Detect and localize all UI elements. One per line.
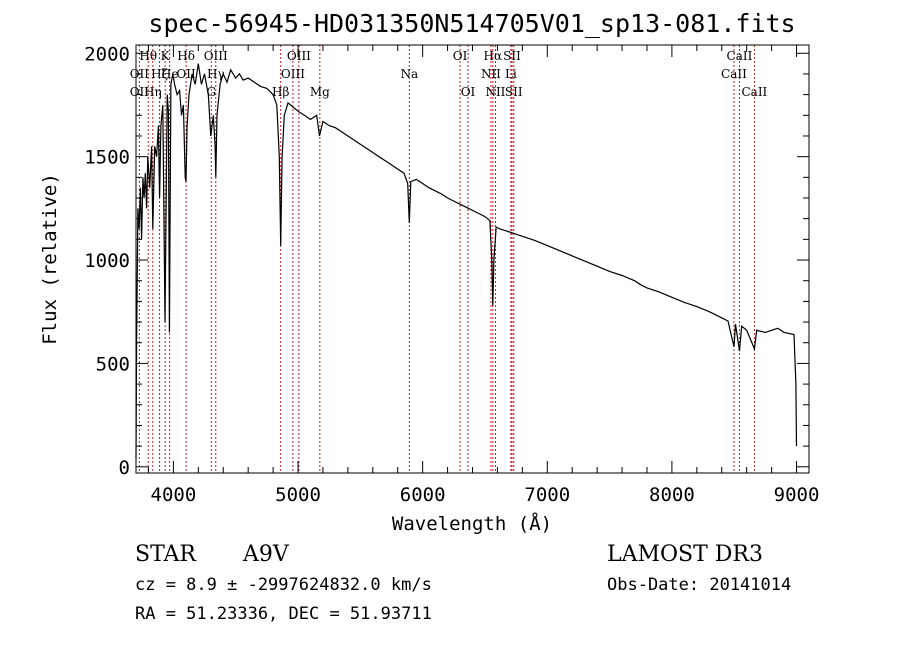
line-label: OII [130, 85, 150, 99]
axis-tick-labels: 4000 5000 6000 7000 8000 9000 0 500 1000 1500 2000 [84, 43, 819, 506]
x-tick-label: 6000 [400, 484, 446, 506]
survey-name: LAMOST DR3 [607, 542, 763, 567]
emission-line-markers [138, 45, 755, 473]
chart-title: spec-56945-HD031350N514705V01_sp13-081.f… [148, 9, 795, 38]
subclass: A9V [242, 542, 290, 567]
x-tick-label: 8000 [649, 484, 695, 506]
object-class: STAR [135, 542, 197, 567]
sky-coordinates: RA = 51.23336, DEC = 51.93711 [135, 604, 432, 624]
x-tick-label: 9000 [774, 484, 820, 506]
line-label: OIII [281, 67, 305, 81]
line-label: Na [400, 67, 418, 81]
y-tick-label: 500 [96, 353, 130, 375]
line-label: G [206, 85, 216, 99]
line-label: CaII [741, 85, 767, 99]
line-label: NII [485, 85, 505, 99]
line-label: Hη [144, 85, 162, 99]
spectrum-line [135, 63, 798, 459]
line-label: OIII [204, 49, 228, 63]
line-label: SII [503, 49, 521, 63]
line-label: SII [505, 85, 523, 99]
line-label: OIII [287, 49, 311, 63]
line-label: Mg [310, 85, 330, 99]
x-tick-label: 4000 [151, 484, 197, 506]
line-label: Hζ [151, 67, 168, 81]
line-label: OI [453, 49, 468, 63]
y-tick-label: 1500 [84, 147, 130, 169]
line-label: OI [461, 85, 476, 99]
x-tick-label: 5000 [275, 484, 321, 506]
line-label: Hδ [177, 49, 195, 63]
line-label: Hβ [272, 85, 289, 99]
axis-ticks [136, 45, 809, 473]
y-tick-label: 1000 [84, 250, 130, 272]
x-tick-label: 7000 [524, 484, 570, 506]
y-axis-label: Flux (relative) [39, 173, 61, 345]
line-label: Hθ [139, 49, 157, 63]
line-label: Hα [484, 49, 503, 63]
x-axis-label: Wavelength (Å) [392, 512, 552, 535]
y-tick-label: 2000 [84, 43, 130, 65]
redshift-velocity: cz = 8.9 ± -2997624832.0 km/s [135, 575, 432, 595]
line-label: CaII [721, 67, 747, 81]
line-label: Hγ [207, 67, 225, 81]
line-label: NII [481, 67, 501, 81]
line-label: Li [505, 67, 517, 81]
plot-frame [135, 44, 810, 474]
observation-date: Obs-Date: 20141014 [607, 575, 791, 595]
y-tick-label: 0 [119, 457, 130, 479]
line-label: He [161, 67, 179, 81]
line-label: K [161, 49, 171, 63]
line-label: CaII [727, 49, 753, 63]
